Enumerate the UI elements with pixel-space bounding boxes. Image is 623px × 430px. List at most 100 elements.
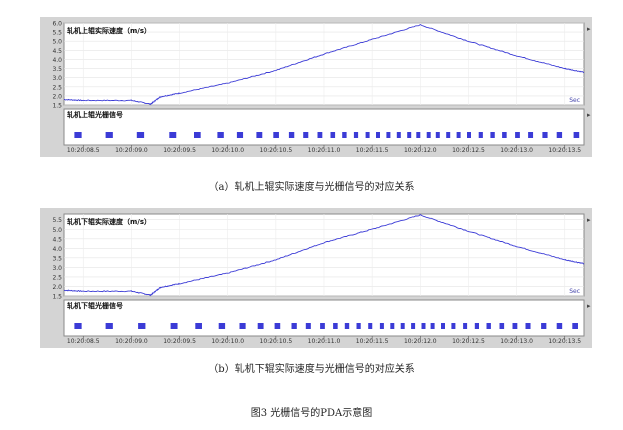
x-tick-label: 10:20:10.5 xyxy=(260,147,293,154)
x-tick-label: 10:20:10.0 xyxy=(211,338,244,345)
x-tick-label: 10:20:13.5 xyxy=(548,338,581,345)
panel-b: ▸ ▸ 5.5 5.0 4.5 4.0 3.5 3.0 2.5 2.0 1.5 10:20:08.5 1… xyxy=(40,208,592,348)
signal-pulse xyxy=(435,132,440,138)
x-tick-label: 10:20:11.5 xyxy=(356,147,389,154)
y-tick-label: 4.5 xyxy=(52,236,62,243)
x-tick-label: 10:20:09.0 xyxy=(115,338,148,345)
signal-pulse xyxy=(195,323,202,329)
x-tick-label: 10:20:13.5 xyxy=(548,147,581,154)
signal-pulse xyxy=(390,323,395,329)
y-tick-label: 2.0 xyxy=(52,284,62,291)
caption-a: （a）轧机上辊实际速度与光栅信号的对应关系 xyxy=(208,182,415,193)
x-tick-label: 10:20:11.0 xyxy=(308,338,341,345)
signal-chart-title: 轧机上辊光栅信号 xyxy=(67,110,123,119)
y-tick-label: 4.0 xyxy=(52,57,62,64)
y-tick-label: 4.0 xyxy=(52,246,62,253)
signal-pulse xyxy=(105,323,113,329)
y-tick-label: 3.0 xyxy=(52,265,62,272)
y-tick-label: 3.5 xyxy=(52,255,62,262)
signal-pulse xyxy=(572,323,578,329)
signal-pulse xyxy=(463,323,468,329)
signal-pulse xyxy=(356,323,361,329)
signal-pulse xyxy=(368,323,373,329)
signal-pulse xyxy=(502,132,507,138)
signal-pulse xyxy=(556,323,563,329)
signal-pulse xyxy=(528,132,534,138)
signal-pulse xyxy=(74,132,82,138)
y-tick-label: 5.5 xyxy=(52,30,62,37)
signal-plot-area xyxy=(63,108,585,146)
x-tick-label: 10:20:11.5 xyxy=(356,338,389,345)
x-tick-label: 10:20:12.0 xyxy=(404,147,437,154)
signal-pulse xyxy=(542,132,548,138)
signal-pulse xyxy=(478,132,483,138)
signal-pulse xyxy=(396,132,401,138)
signal-pulse xyxy=(451,323,456,329)
signal-pulse xyxy=(573,132,580,138)
signal-pulse xyxy=(218,323,226,329)
signal-pulse xyxy=(236,132,244,138)
signal-pulse xyxy=(426,132,431,138)
signal-pulse xyxy=(257,323,264,329)
signal-pulse xyxy=(400,323,405,329)
signal-pulse xyxy=(376,132,380,138)
y-tick-label: 2.5 xyxy=(52,274,62,281)
signal-pulse xyxy=(273,132,279,138)
sec-label: Sec xyxy=(569,288,580,295)
sec-label: Sec xyxy=(569,97,580,104)
y-tick-label: 3.5 xyxy=(52,66,62,73)
panel-b-svg: ▸ ▸ 5.5 5.0 4.5 4.0 3.5 3.0 2.5 2.0 1.5 10:20:08.5 1… xyxy=(52,213,591,345)
signal-pulse xyxy=(411,323,416,329)
signal-pulse xyxy=(217,132,224,138)
signal-pulse xyxy=(541,323,547,329)
y-tick-label: 1.5 xyxy=(52,294,62,301)
y-tick-label: 2.5 xyxy=(52,84,62,91)
signal-pulse xyxy=(515,132,520,138)
signal-pulse xyxy=(239,323,246,329)
signal-pulse xyxy=(441,323,445,329)
signal-pulse xyxy=(365,132,370,138)
signal-pulse xyxy=(525,323,531,329)
signal-pulse xyxy=(317,132,323,138)
signal-pulse xyxy=(169,132,177,138)
y-tick-label: 4.5 xyxy=(52,48,62,55)
panel-a-svg: ▸ ▸ 6.0 5.5 5.0 4.5 4.0 3.5 3.0 2.5 2.0 1.5 10:20:08… xyxy=(52,21,591,155)
x-tick-label: 10:20:12.5 xyxy=(452,147,485,154)
signal-pulse xyxy=(490,132,495,138)
x-tick-label: 10:20:12.0 xyxy=(404,338,437,345)
signal-pulse xyxy=(486,323,491,329)
x-tick-label: 10:20:09.5 xyxy=(163,147,196,154)
y-tick-label: 3.0 xyxy=(52,75,62,82)
speed-series-line xyxy=(64,23,585,106)
x-tick-label: 10:20:08.5 xyxy=(67,147,100,154)
signal-pulse xyxy=(303,132,309,138)
signal-pulse xyxy=(407,132,412,138)
signal-pulse xyxy=(74,323,82,329)
x-tick-label: 10:20:08.5 xyxy=(67,338,100,345)
caption-b: （b）轧机下辊实际速度与光栅信号的对应关系 xyxy=(208,364,415,375)
signal-pulse xyxy=(256,132,263,138)
signal-pulse xyxy=(556,132,563,138)
scroll-arrow-icon: ▸ xyxy=(587,25,591,33)
signal-pulse xyxy=(288,132,295,138)
x-tick-label: 10:20:09.5 xyxy=(163,338,196,345)
signal-pulse xyxy=(138,323,146,329)
panel-a: ▸ ▸ 6.0 5.5 5.0 4.5 4.0 3.5 3.0 2.5 2.0 1.5 10:20:08… xyxy=(40,17,592,157)
signal-pulse xyxy=(379,323,384,329)
y-tick-label: 5.0 xyxy=(52,39,62,46)
signal-pulse xyxy=(342,132,347,138)
figure-caption: 图3 光栅信号的PDA示意图 xyxy=(250,408,373,419)
x-tick-label: 10:20:10.0 xyxy=(211,147,244,154)
signal-pulse xyxy=(467,132,471,138)
scroll-arrow-icon: ▸ xyxy=(587,216,591,224)
y-tick-label: 5.5 xyxy=(52,217,62,224)
x-tick-label: 10:20:13.0 xyxy=(500,338,533,345)
x-tick-label: 10:20:09.0 xyxy=(115,147,148,154)
signal-pulse xyxy=(446,132,451,138)
speed-chart-title: 轧机下辊实际速度（m/s） xyxy=(67,217,151,226)
scroll-arrow-icon: ▸ xyxy=(587,111,591,119)
signal-pulse xyxy=(274,323,281,329)
signal-pulse xyxy=(291,323,297,329)
y-tick-label: 2.0 xyxy=(52,93,62,100)
signal-pulse xyxy=(499,323,505,329)
